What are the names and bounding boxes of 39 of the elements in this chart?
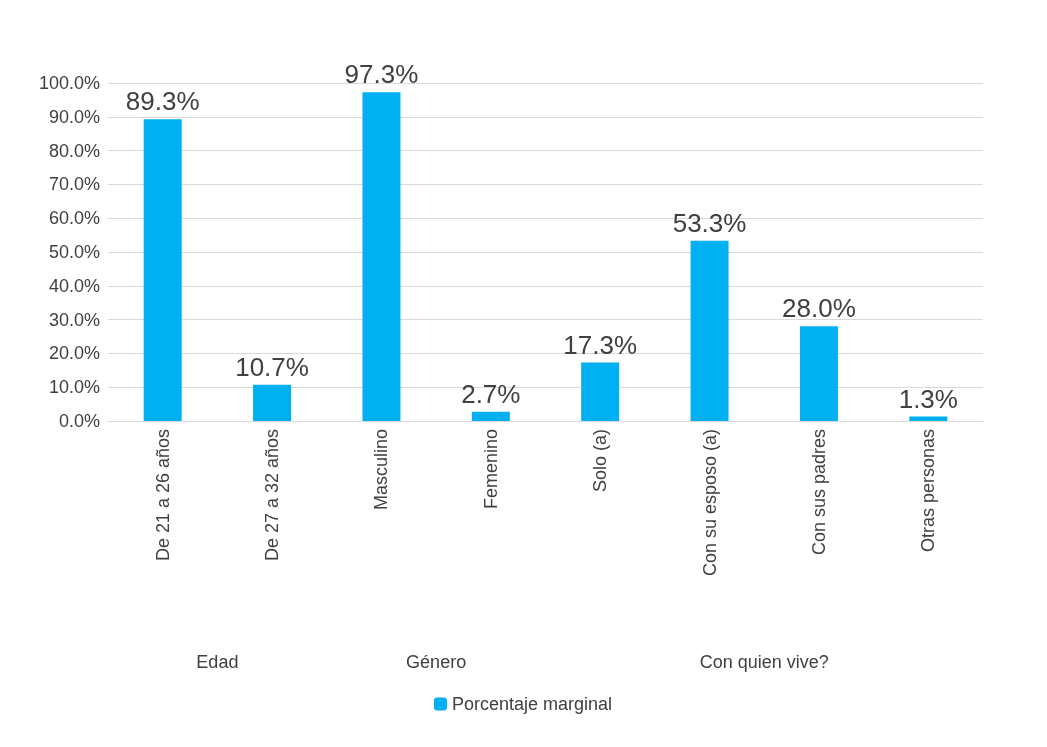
x-tick-label: De 27 a 32 años [262, 429, 283, 562]
data-label: 97.3% [344, 59, 419, 90]
y-tick-label: 60.0% [48, 208, 100, 229]
bar [690, 240, 729, 421]
bar [581, 362, 620, 421]
y-tick-label: 20.0% [48, 343, 100, 364]
bar [909, 416, 948, 421]
data-label: 2.7% [461, 378, 521, 409]
x-tick-label: Con su esposo (a) [699, 429, 720, 577]
bar [143, 119, 182, 421]
bar [253, 384, 292, 421]
data-label: 1.3% [898, 383, 958, 414]
bar [799, 326, 838, 421]
y-tick-label: 70.0% [48, 174, 100, 195]
data-label: 89.3% [125, 86, 200, 117]
legend-label: Porcentaje marginal [451, 694, 613, 714]
y-tick-label: 50.0% [48, 242, 100, 262]
bar [471, 411, 510, 421]
text: Con quien vive? [699, 652, 829, 672]
data-label: 17.3% [563, 329, 638, 360]
x-tick-label: De 21 a 26 años [152, 429, 173, 562]
y-tick-label: 80.0% [48, 140, 100, 161]
bar [362, 92, 401, 421]
text: Género [406, 652, 467, 672]
y-tick-label: 30.0% [48, 309, 100, 330]
x-tick-label: Con sus padres [808, 429, 829, 556]
x-tick-label: Otras personas [918, 429, 939, 553]
data-label: 28.0% [782, 293, 856, 324]
data-label: 53.3% [672, 207, 747, 238]
y-tick-label: 40.0% [48, 275, 100, 296]
x-tick-label: Femenino [480, 429, 501, 510]
x-tick-label: Masculino [371, 429, 392, 511]
y-tick-label: 10.0% [48, 377, 100, 398]
y-tick-label: 90.0% [48, 106, 100, 127]
x-tick-label: Solo (a) [590, 429, 611, 493]
text: Edad [196, 652, 239, 672]
y-tick-label: 100.0% [38, 73, 100, 93]
data-label: 10.7% [235, 351, 309, 382]
y-tick-label: 0.0% [58, 411, 100, 431]
